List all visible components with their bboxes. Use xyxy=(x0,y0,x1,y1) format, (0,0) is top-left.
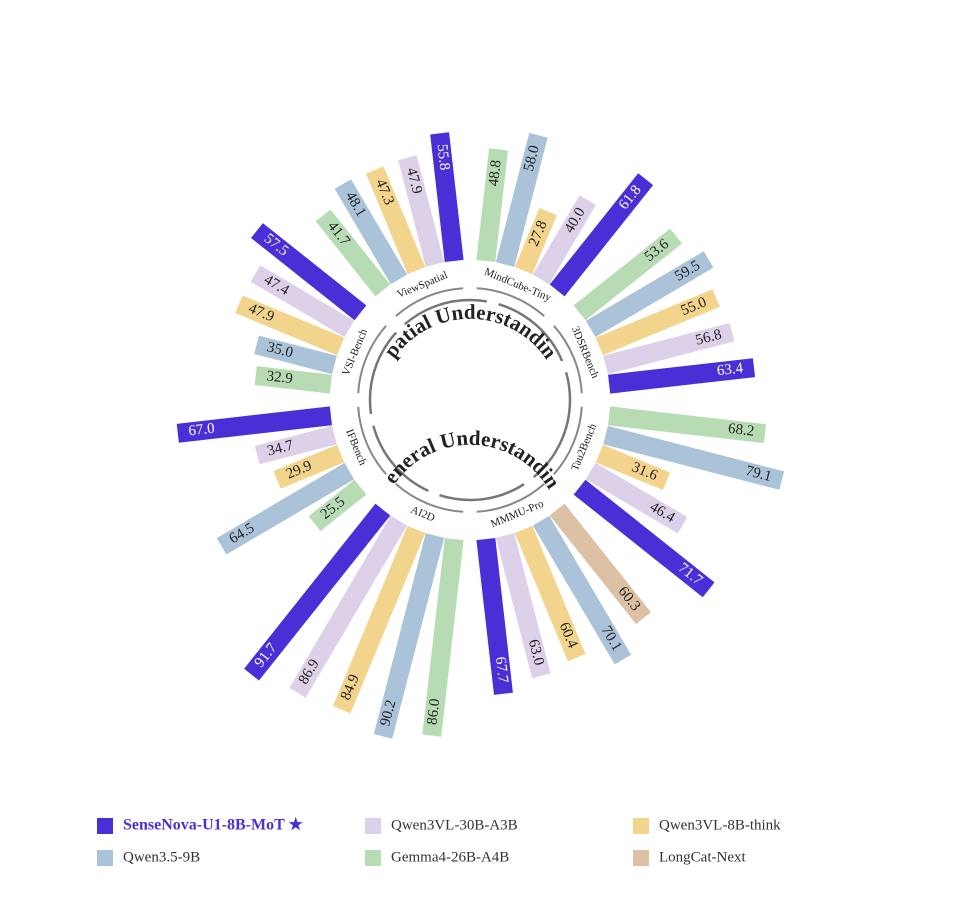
bar xyxy=(250,265,355,338)
value-label: 63.4 xyxy=(716,360,744,379)
bar xyxy=(608,358,756,394)
value-label: 34.7 xyxy=(266,437,296,459)
bar xyxy=(476,538,513,695)
bar xyxy=(430,132,464,262)
legend-swatch xyxy=(365,818,381,834)
category-arc xyxy=(357,406,387,475)
bar xyxy=(289,515,408,698)
bar xyxy=(495,533,551,679)
value-label: 55.8 xyxy=(433,143,452,171)
bar xyxy=(398,155,445,267)
value-label: 63.0 xyxy=(525,638,547,667)
category-label: AI2D xyxy=(409,504,437,525)
value-label: 32.9 xyxy=(266,368,294,387)
legend-swatch xyxy=(365,850,381,866)
bar xyxy=(595,289,720,356)
bar xyxy=(254,366,332,394)
legend-label: Gemma4-26B-A4B xyxy=(391,849,509,865)
bar xyxy=(332,525,426,714)
legend-label: SenseNova-U1-8B-MoT ★ xyxy=(123,817,303,834)
value-label: 48.8 xyxy=(486,159,505,187)
category-label: IFBench xyxy=(343,427,369,467)
bar xyxy=(514,525,586,662)
bar xyxy=(549,173,654,297)
bar xyxy=(273,444,345,489)
group-title-text: Spatial Understanding xyxy=(0,0,562,363)
value-label: 79.1 xyxy=(744,463,773,485)
bar xyxy=(573,228,682,321)
bar xyxy=(595,444,671,491)
bar xyxy=(608,406,767,444)
bar xyxy=(254,335,337,375)
legend-swatch xyxy=(633,818,649,834)
legend-label: Qwen3VL-30B-A3B xyxy=(391,817,518,833)
bar xyxy=(603,323,735,375)
value-label: 86.0 xyxy=(424,698,443,726)
value-label: 67.7 xyxy=(492,656,511,684)
legend-label: LongCat-Next xyxy=(659,849,746,865)
category-arc xyxy=(395,287,464,317)
bar xyxy=(176,406,332,443)
bar xyxy=(514,207,557,275)
legend-label: Qwen3.5-9B xyxy=(123,849,200,865)
bar xyxy=(251,223,367,321)
bar xyxy=(585,462,688,534)
legend-swatch xyxy=(633,850,649,866)
bar xyxy=(254,425,337,465)
category-arc xyxy=(476,483,545,513)
bar xyxy=(216,462,355,555)
value-label: 67.0 xyxy=(188,421,216,440)
group-title: Spatial Understanding xyxy=(0,0,562,363)
value-label: 56.8 xyxy=(694,327,723,349)
bar xyxy=(373,533,445,739)
bar xyxy=(244,503,391,681)
category-arc xyxy=(357,325,387,394)
category-arc xyxy=(476,287,545,317)
category-arc xyxy=(553,325,583,394)
bar xyxy=(573,479,715,598)
value-label: 47.9 xyxy=(403,166,425,195)
bar xyxy=(308,479,367,532)
bar xyxy=(532,195,596,285)
bar xyxy=(603,425,785,490)
bar xyxy=(585,251,714,338)
legend-label: Qwen3VL-8B-think xyxy=(659,817,781,833)
legend-swatch xyxy=(97,850,113,866)
value-label: 58.0 xyxy=(521,144,543,173)
bar xyxy=(366,166,426,275)
category-arc xyxy=(395,483,464,513)
bar xyxy=(495,132,548,267)
value-label: 68.2 xyxy=(727,421,755,440)
inner-ring xyxy=(368,298,572,502)
bar xyxy=(235,295,345,356)
bar xyxy=(334,179,408,285)
legend-swatch xyxy=(97,818,113,834)
value-label: 35.0 xyxy=(265,339,294,361)
bar xyxy=(422,538,464,737)
bar xyxy=(476,148,508,262)
bar xyxy=(549,503,651,625)
value-label: 90.2 xyxy=(377,698,399,727)
bar xyxy=(315,209,391,297)
category-arc xyxy=(553,406,583,475)
bar xyxy=(532,515,632,665)
